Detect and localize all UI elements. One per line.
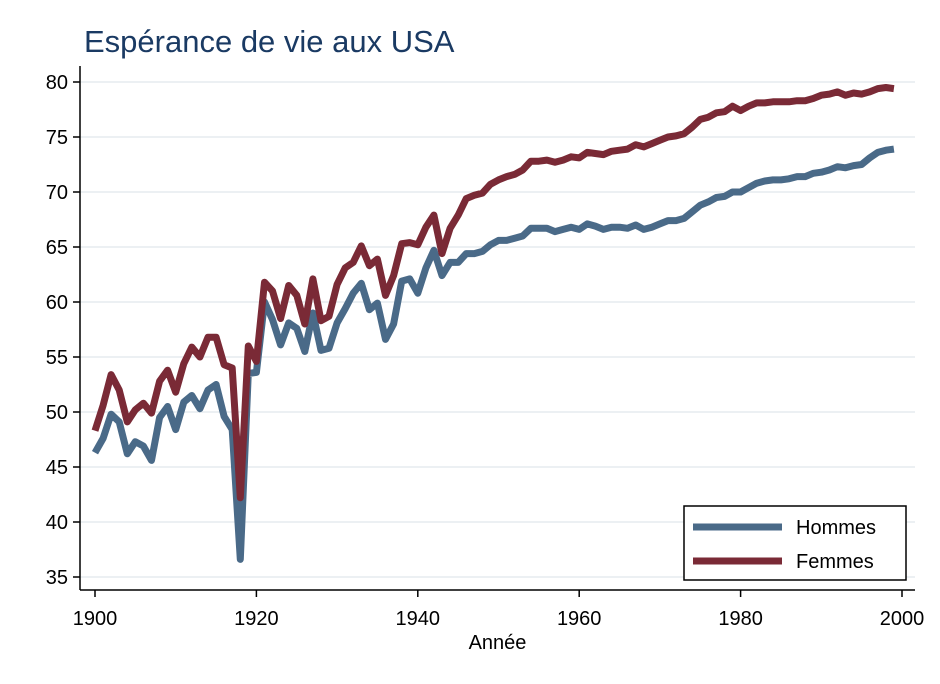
y-tick-label: 45 — [46, 457, 68, 479]
x-tick-label: 1900 — [73, 608, 118, 630]
series-line-femmes — [91, 84, 895, 502]
legend: Hommes Femmes — [683, 505, 907, 581]
legend-label-femmes: Femmes — [796, 551, 874, 573]
x-tick-label: 1960 — [557, 608, 602, 630]
y-tick-label: 65 — [46, 237, 68, 259]
y-tick-label: 80 — [46, 72, 68, 94]
x-tick-label: 1920 — [234, 608, 279, 630]
y-tick-label: 35 — [46, 567, 68, 589]
y-tick-label: 70 — [46, 182, 68, 204]
y-tick-label: 75 — [46, 127, 68, 149]
chart-title: Espérance de vie aux USA — [84, 24, 455, 59]
legend-label-hommes: Hommes — [796, 517, 876, 539]
x-axis-label: Année — [468, 632, 527, 654]
series-line-hommes — [91, 145, 895, 563]
legend-box — [683, 505, 907, 581]
y-tick-label: 50 — [46, 402, 68, 424]
x-tick-label: 2000 — [880, 608, 925, 630]
axes: 35 40 45 50 55 60 65 70 75 80 1900 1920 1940 1960 1980… — [46, 66, 925, 630]
x-tick-label: 1940 — [396, 608, 441, 630]
gridlines — [80, 81, 915, 578]
data-series — [91, 84, 895, 563]
y-tick-label: 55 — [46, 347, 68, 369]
y-tick-label: 40 — [46, 512, 68, 534]
x-tick-label: 1980 — [718, 608, 763, 630]
y-tick-label: 60 — [46, 292, 68, 314]
